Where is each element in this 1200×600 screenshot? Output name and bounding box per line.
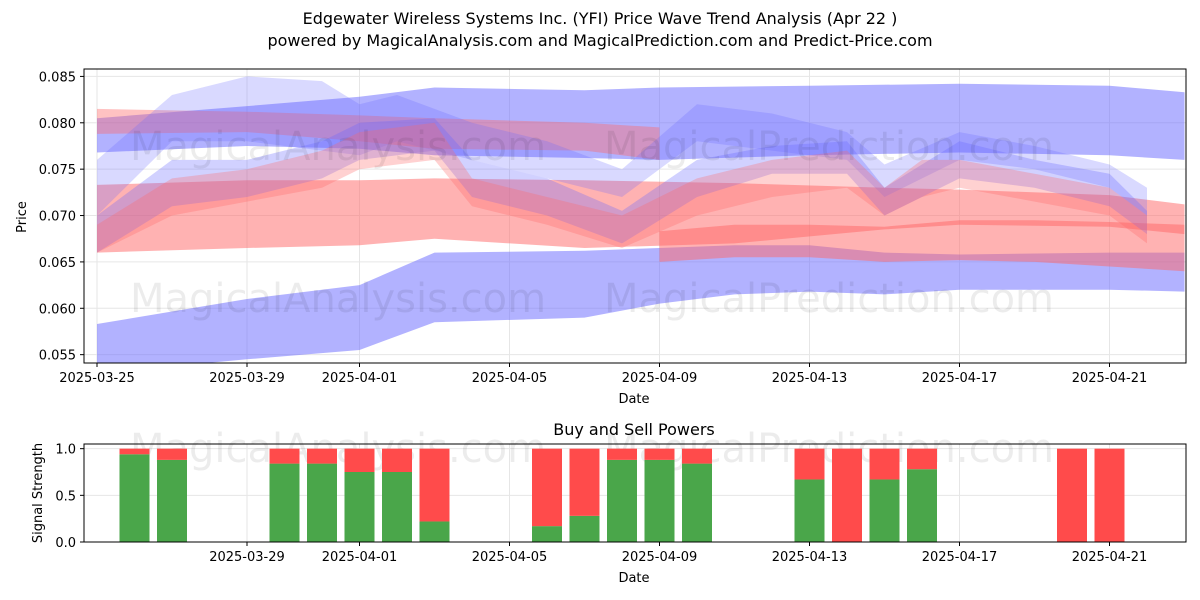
powers-y-tick-label: 0.5 [55,489,76,504]
price-y-tick-label: 0.080 [39,117,76,132]
price-x-tick-label: 2025-03-25 [59,371,135,386]
sell-bar [682,448,712,464]
wave-band-blue-1 [97,83,1185,160]
powers-x-tick-label: 2025-04-17 [922,550,998,565]
powers-chart-title: Buy and Sell Powers [553,420,715,439]
price-x-tick-label: 2025-04-09 [622,371,698,386]
powers-y-axis-label: Signal Strength [31,443,46,543]
price-y-axis-label: Price [15,201,30,233]
price-y-tick-label: 0.075 [39,163,76,178]
powers-x-tick-label: 2025-04-13 [772,550,848,565]
buy-bar [419,521,450,542]
powers-x-tick-label: 2025-03-29 [209,550,285,565]
price-y-tick-label: 0.060 [39,302,76,317]
price-x-axis-label: Date [618,392,649,407]
buy-bar [907,469,937,542]
wave-band-red-3 [97,178,1185,253]
buy-bar [119,454,150,542]
watermark-text: MagicalAnalysis.com [130,124,546,170]
powers-x-axis-label: Date [618,571,649,586]
sell-bar [569,448,600,516]
sell-bar [1094,448,1125,542]
sell-bar [607,448,637,460]
watermark-text: MagicalAnalysis.com [130,276,546,322]
powers-x-tick-label: 2025-04-05 [472,550,548,565]
wave-band-blue-6 [97,118,1147,253]
buy-bar [607,459,637,542]
watermark-text: MagicalPrediction.com [604,276,1054,322]
wave-band-red-4 [659,220,1185,272]
sell-bar [532,448,562,527]
buy-bar [794,479,825,542]
price-x-tick-label: 2025-03-29 [209,371,285,386]
sell-bar [1057,448,1087,542]
sell-bar [832,448,862,542]
watermark-text: MagicalPrediction.com [604,426,1054,472]
sell-bar [269,448,300,464]
price-y-tick-label: 0.070 [39,210,76,225]
buy-bar [157,459,187,542]
sell-bar [419,448,450,522]
sell-bar [157,448,187,460]
price-x-tick-label: 2025-04-01 [322,371,398,386]
price-x-tick-label: 2025-04-05 [472,371,548,386]
powers-plot-frame [83,443,1187,543]
buy-bar [307,463,337,542]
buy-bar [569,515,600,542]
buy-bar [682,463,712,542]
wave-band-red-5 [97,108,660,160]
sell-bar [907,448,937,470]
buy-bar [869,479,900,542]
wave-band-blue-7 [97,76,1147,216]
price-y-tick-label: 0.085 [39,70,76,85]
sell-bar [119,448,150,455]
watermark-text: MagicalPrediction.com [604,124,1054,170]
buy-bar [269,463,300,542]
watermark-text: MagicalAnalysis.com [130,426,546,472]
price-x-tick-label: 2025-04-13 [772,371,848,386]
powers-x-tick-label: 2025-04-21 [1072,550,1148,565]
sell-bar [644,448,675,460]
buy-bar [382,472,412,542]
buy-bar [532,526,562,542]
sell-bar [794,448,825,480]
sell-bar [344,448,375,472]
price-x-tick-label: 2025-04-17 [922,371,998,386]
price-y-tick-label: 0.055 [39,349,76,364]
chart-title: Edgewater Wireless Systems Inc. (YFI) Pr… [302,9,898,28]
buy-bar [344,472,375,542]
price-x-tick-label: 2025-04-21 [1072,371,1148,386]
buy-bar [644,459,675,542]
sell-bar [307,448,337,464]
powers-x-tick-label: 2025-04-01 [322,550,398,565]
powers-y-tick-label: 1.0 [55,443,76,458]
powers-x-tick-label: 2025-04-09 [622,550,698,565]
wave-band-red-8 [97,122,1147,253]
wave-band-blue-2 [97,245,1185,363]
chart-subtitle: powered by MagicalAnalysis.com and Magic… [267,31,933,50]
sell-bar [382,448,412,472]
price-y-tick-label: 0.065 [39,256,76,271]
powers-y-tick-label: 0.0 [55,536,76,551]
sell-bar [869,448,900,480]
